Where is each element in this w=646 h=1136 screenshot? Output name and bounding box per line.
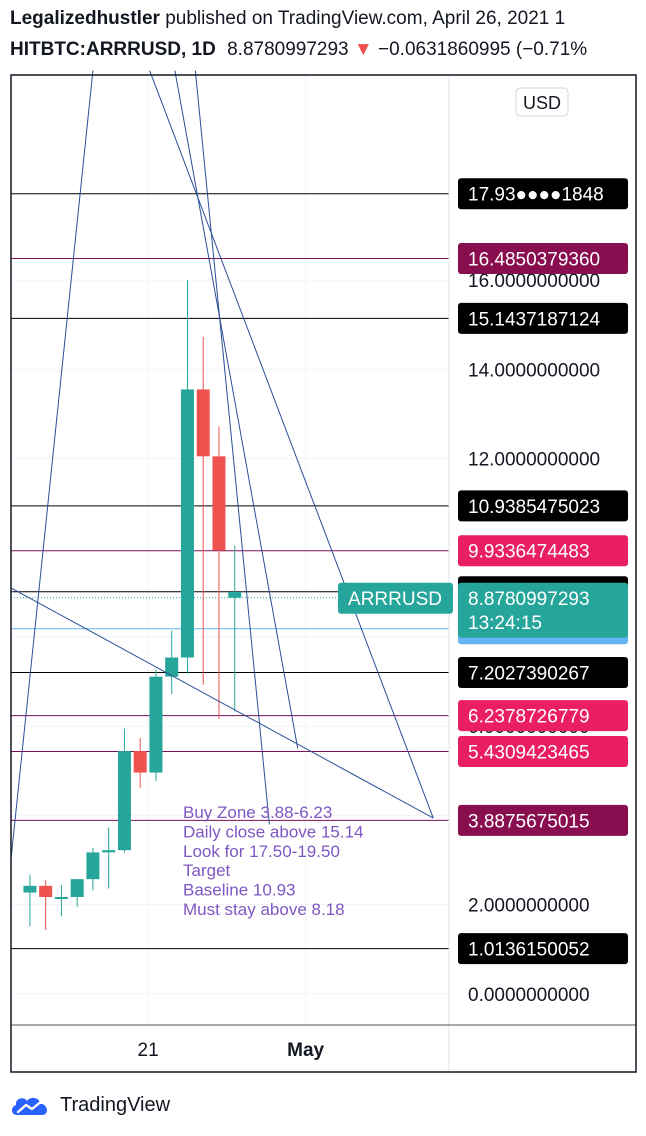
price-change: −0.0631860995 (−0.71% <box>378 39 588 60</box>
chart-frame <box>10 74 637 1073</box>
author-name: Legalizedhustler <box>10 8 160 29</box>
last-price-label: 8.8780997293 <box>468 589 590 610</box>
price-level-label: 9.9336474483 <box>468 542 590 563</box>
annotation-line: Target <box>183 861 231 880</box>
price-level-label: 10.9385475023 <box>468 497 600 518</box>
candle-body <box>180 389 194 658</box>
price-level-label: 17.93●●●●1848 <box>468 185 604 206</box>
y-tick-label: 0.0000000000 <box>468 985 590 1006</box>
footer-branding: TradingView <box>10 1090 170 1120</box>
price-level-label-bg <box>458 490 628 522</box>
candle-body <box>212 456 226 551</box>
candle-body <box>133 751 147 773</box>
x-tick-label: 21 <box>138 1040 159 1061</box>
y-tick-label: 12.0000000000 <box>468 450 600 471</box>
price-level-label-bg <box>458 302 628 334</box>
currency-label[interactable]: USD <box>523 93 561 113</box>
price-level-label-bg <box>458 736 628 768</box>
price-level-label-bg <box>458 700 628 732</box>
price-level-label: 16.4850379360 <box>468 250 600 271</box>
price-level-label-bg <box>458 178 628 210</box>
candle-body <box>149 676 163 773</box>
candle-body <box>117 751 131 851</box>
candle-body <box>54 896 68 899</box>
countdown-label: 13:24:15 <box>468 613 542 634</box>
trendline <box>194 70 270 825</box>
candle-body <box>70 879 84 897</box>
y-tick-label: 2.0000000000 <box>468 896 590 917</box>
x-tick-label: May <box>287 1040 324 1061</box>
symbol-label: HITBTC:ARRRUSD, 1D <box>10 39 216 60</box>
price-level-label: 6.2378726779 <box>468 707 590 728</box>
price-level-label-bg <box>458 933 628 965</box>
candlestick-chart[interactable]: 0.00000000002.00000000004.00000000006.00… <box>0 0 646 1085</box>
tradingview-brand: TradingView <box>60 1093 171 1116</box>
current-price: 8.8780997293 <box>227 39 349 60</box>
price-level-label-bg <box>458 535 628 567</box>
price-level-label-bg <box>458 243 628 275</box>
annotation-line: Buy Zone 3.88-6.23 <box>183 803 332 822</box>
trendline <box>174 70 299 749</box>
y-tick-label: 14.0000000000 <box>468 360 600 381</box>
symbol-badge-bg <box>338 582 453 614</box>
candle-body <box>39 885 53 897</box>
annotation-line: Daily close above 15.14 <box>183 822 364 841</box>
candle-body <box>196 389 210 457</box>
price-level-label: 7.2027390267 <box>468 664 590 685</box>
candle-body <box>86 852 100 880</box>
chart-header-symbol: HITBTC:ARRRUSD, 1D 8.8780997293 ▼ −0.063… <box>10 38 587 62</box>
currency-button[interactable] <box>515 87 569 117</box>
candle-body <box>23 885 37 893</box>
trendline <box>10 70 94 860</box>
trendline <box>149 70 434 819</box>
down-arrow-icon: ▼ <box>353 39 373 60</box>
price-level-label-bg <box>458 657 628 689</box>
price-level-label: 3.8875675015 <box>468 811 590 832</box>
candle-body <box>228 591 242 598</box>
last-price-label-bg <box>458 582 628 638</box>
candle-body <box>102 850 116 853</box>
candle-body <box>165 657 179 677</box>
price-level-label: 15.1437187124 <box>468 309 601 330</box>
trendline <box>10 587 434 819</box>
chart-header-publisher: Legalizedhustler published on TradingVie… <box>10 7 565 31</box>
price-level-label: 1.0136150052 <box>468 940 590 961</box>
symbol-badge: ARRRUSD <box>348 589 442 610</box>
published-text: published on TradingView.com, April 26, … <box>165 8 566 29</box>
annotation-line: Baseline 10.93 <box>183 881 295 900</box>
annotation-line: Look for 17.50-19.50 <box>183 842 340 861</box>
price-level-label: 5.4309423465 <box>468 743 590 764</box>
price-level-label-bg <box>458 804 628 836</box>
y-tick-label: 16.0000000000 <box>468 271 600 292</box>
tradingview-cloud-logo-icon <box>11 1097 47 1115</box>
annotation-line: Must stay above 8.18 <box>183 900 345 919</box>
